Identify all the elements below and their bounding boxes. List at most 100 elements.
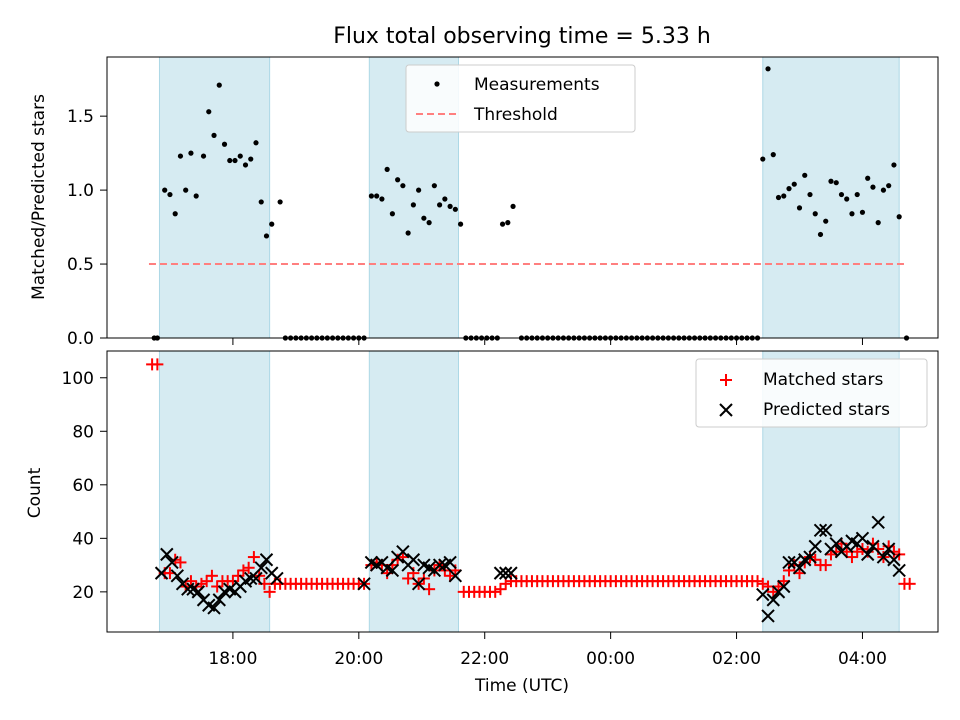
matched-star-point (489, 585, 502, 598)
predicted-star-point (406, 553, 421, 567)
predicted-star-point (254, 561, 268, 575)
measurement-point (389, 211, 395, 217)
predicted-star-point (860, 547, 875, 562)
predicted-star-point (259, 553, 274, 567)
measurement-point (781, 193, 787, 199)
measurement-point (167, 191, 173, 198)
top-panel: 0.0 0.5 1.0 1.5 Flux total observing time =… (29, 24, 939, 349)
x-tick-label: 20:00 (334, 649, 383, 669)
measurement-point (833, 180, 839, 186)
predicted-star-point (756, 587, 770, 602)
measurement-point (447, 203, 453, 209)
matched-star-point (756, 577, 769, 590)
legend-marker-predicted-stars (719, 403, 733, 417)
measurement-point (405, 230, 411, 236)
predicted-star-point (207, 601, 221, 615)
predicted-star-point (892, 563, 906, 578)
measurement-point (875, 220, 881, 226)
measurement-point (384, 166, 390, 172)
top-y-tick-label: 1.5 (67, 107, 94, 127)
top-y-tick-label: 0.5 (67, 255, 94, 275)
measurement-point (379, 196, 385, 202)
measurement-point (886, 183, 892, 189)
measurement-point (183, 187, 189, 193)
measurement-point (400, 183, 406, 189)
top-y-axis-label: Matched/Predicted stars (29, 94, 49, 300)
measurement-point (221, 141, 228, 147)
measurement-point (891, 162, 897, 168)
matched-star-point (242, 561, 255, 574)
measurement-point (807, 191, 813, 198)
measurement-point (838, 191, 845, 198)
predicted-star-point (385, 563, 400, 578)
predicted-star-point (792, 561, 807, 575)
x-axis-label: Time (UTC) (474, 676, 569, 696)
measurement-point (859, 209, 866, 215)
measurement-point (457, 221, 464, 227)
predicted-star-point (443, 555, 457, 570)
predicted-star-point (181, 582, 195, 596)
shaded-interval-1 (158, 56, 271, 339)
measurement-point (242, 162, 249, 168)
matched-star-point (232, 569, 245, 582)
measurement-point (227, 157, 233, 164)
matched-star-point (903, 577, 916, 590)
matched-star-point (237, 564, 250, 577)
measurement-point (505, 220, 511, 226)
shaded-interval-2 (368, 350, 459, 633)
top-y-tick-label: 1.0 (67, 181, 94, 201)
measurement-point (431, 183, 437, 189)
measurement-point (177, 153, 184, 159)
predicted-star-point (881, 542, 896, 556)
measurement-point (200, 153, 207, 159)
measurement-point (188, 150, 194, 156)
measurement-point (870, 184, 876, 190)
measurement-point (844, 196, 850, 202)
legend-marker-measurements (434, 81, 440, 87)
top-legend: Measurements Threshold (405, 64, 636, 133)
measurement-point (828, 178, 834, 184)
measurement-point (437, 202, 443, 208)
matched-star-point (200, 575, 213, 588)
measurement-point (258, 199, 264, 205)
measurement-point (854, 191, 860, 198)
legend-label-measurements: Measurements (474, 75, 600, 95)
predicted-star-point (160, 547, 174, 562)
measurement-point (269, 221, 275, 227)
predicted-star-point (357, 577, 371, 591)
measurement-point (216, 82, 222, 88)
top-axes-frame (106, 56, 939, 339)
bottom-y-tick-label: 60 (72, 476, 94, 496)
predicted-star-point (249, 571, 263, 586)
measurement-point (765, 66, 771, 72)
bottom-panel: 20 40 60 80 100 18:00 20:00 22:00 00:00 02:00 04:… (25, 350, 939, 696)
x-tick-label: 18:00 (208, 649, 257, 669)
x-tick-label: 22:00 (460, 649, 509, 669)
predicted-stars-points (154, 515, 906, 623)
predicted-star-point (803, 550, 817, 564)
measurement-point (206, 109, 212, 115)
measurement-point (880, 187, 887, 193)
predicted-star-point (154, 566, 169, 580)
legend-label-threshold: Threshold (473, 105, 558, 125)
measurement-point (896, 214, 902, 220)
predicted-star-point (829, 536, 843, 551)
measurement-point (395, 177, 401, 183)
top-legend-box (405, 64, 636, 133)
measurement-point (421, 215, 427, 221)
predicted-star-point (808, 539, 822, 554)
measurement-point (277, 199, 283, 205)
measurement-point (775, 194, 782, 201)
measurement-point (849, 211, 855, 217)
bottom-y-tick-label: 40 (72, 529, 94, 549)
matched-star-point (819, 559, 832, 572)
measurement-point (812, 211, 818, 217)
predicted-star-point (777, 579, 791, 594)
predicted-star-point (504, 566, 518, 580)
shaded-interval-1 (158, 350, 271, 633)
measurement-point (193, 193, 199, 199)
legend-label-matched-stars: Matched stars (763, 370, 883, 390)
x-tick-label: 04:00 (838, 649, 887, 669)
measurement-point (162, 187, 168, 193)
bottom-legend: Matched stars Predicted stars (695, 358, 928, 428)
